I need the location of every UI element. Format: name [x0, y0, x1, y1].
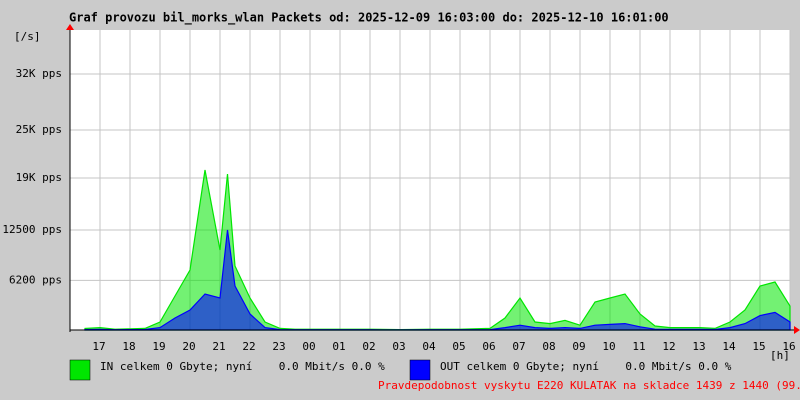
x-tick-label: 05	[452, 340, 465, 353]
x-tick-label: 07	[512, 340, 525, 353]
axes	[66, 24, 800, 334]
x-tick-label: 17	[92, 340, 105, 353]
y-tick-label: 6200 pps	[9, 273, 62, 286]
x-tick-label: 04	[422, 340, 436, 353]
x-tick-label: 20	[182, 340, 195, 353]
x-tick-label: 06	[482, 340, 495, 353]
x-tick-label: 21	[212, 340, 225, 353]
y-tick-label: 12500 pps	[2, 223, 62, 236]
legend-swatch	[409, 359, 431, 381]
y-axis-label: [/s]	[14, 30, 41, 43]
x-tick-label: 15	[752, 340, 765, 353]
x-tick-label: 08	[542, 340, 555, 353]
y-tick-label: 19K pps	[16, 171, 62, 184]
x-tick-label: 12	[662, 340, 675, 353]
x-tick-label: 13	[692, 340, 705, 353]
footer-note: Pravdepodobnost vyskytu E220 KULATAK na …	[378, 379, 800, 392]
x-tick-label: 01	[332, 340, 345, 353]
x-tick-label: 11	[632, 340, 645, 353]
y-tick-label: 32K pps	[16, 67, 62, 80]
x-tick-label: 09	[572, 340, 585, 353]
x-tick-label: 10	[602, 340, 615, 353]
x-tick-label: 00	[302, 340, 315, 353]
legend-label: IN celkem 0 Gbyte; nyní 0.0 Mbit/s 0.0 %	[100, 360, 385, 373]
x-tick-label: 03	[392, 340, 405, 353]
y-axis-arrow	[66, 24, 74, 30]
x-tick-label: 16	[782, 340, 795, 353]
x-axis-arrow	[794, 326, 800, 334]
x-tick-label: 02	[362, 340, 375, 353]
x-tick-label: 19	[152, 340, 165, 353]
x-axis-label: [h]	[770, 349, 790, 362]
legend-label: OUT celkem 0 Gbyte; nyní 0.0 Mbit/s 0.0 …	[440, 360, 732, 373]
legend-swatch	[69, 359, 91, 381]
x-tick-label: 18	[122, 340, 135, 353]
x-tick-label: 14	[722, 340, 736, 353]
x-tick-label: 23	[272, 340, 285, 353]
x-tick-label: 22	[242, 340, 255, 353]
y-tick-label: 25K pps	[16, 123, 62, 136]
chart-title: Graf provozu bil_morks_wlan Packets od: …	[69, 11, 669, 26]
